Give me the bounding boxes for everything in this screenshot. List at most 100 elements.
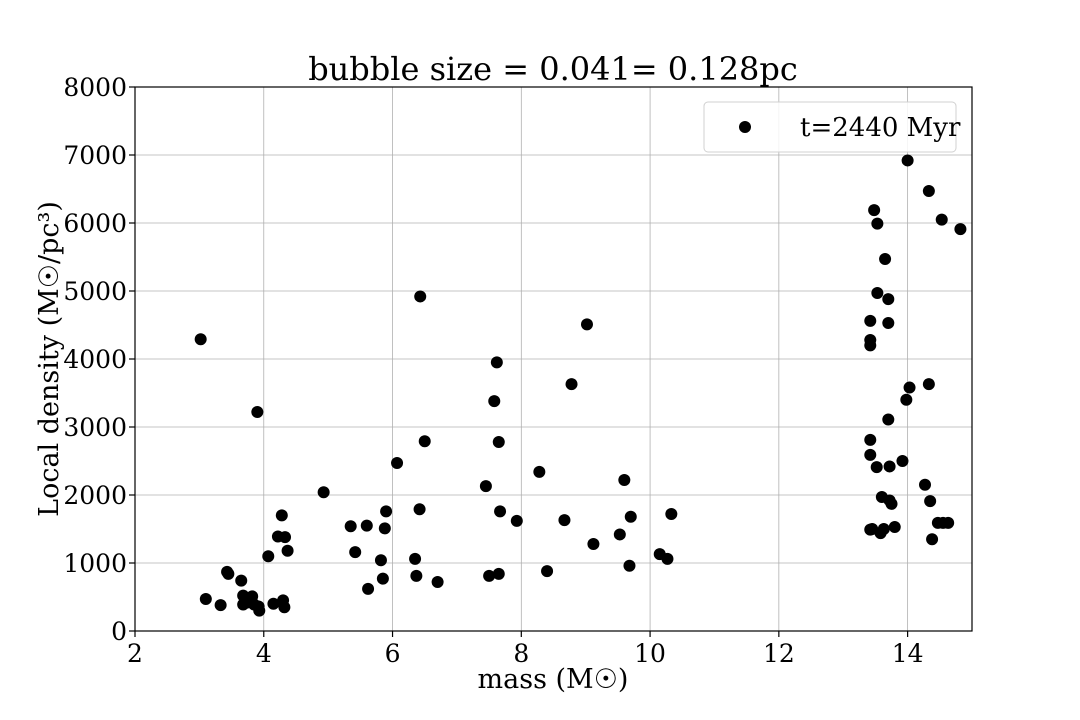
chart-title: bubble size = 0.041= 0.128pc xyxy=(308,50,798,88)
data-point xyxy=(565,378,578,391)
data-point xyxy=(942,516,955,529)
data-point xyxy=(871,287,884,300)
data-point xyxy=(624,510,637,523)
data-point xyxy=(479,480,492,493)
y-tick-label: 4000 xyxy=(63,345,127,374)
x-tick-label: 12 xyxy=(763,639,795,668)
data-point xyxy=(918,478,931,491)
data-point xyxy=(661,552,674,565)
data-point xyxy=(374,554,387,567)
data-point xyxy=(613,528,626,541)
data-point xyxy=(871,217,884,230)
x-tick-label: 6 xyxy=(385,639,401,668)
data-point xyxy=(492,435,505,448)
data-point xyxy=(380,505,393,518)
data-point xyxy=(882,316,895,329)
y-tick-label: 8000 xyxy=(63,73,127,102)
data-point xyxy=(618,474,631,487)
data-point xyxy=(262,550,275,563)
x-tick-label: 10 xyxy=(634,639,666,668)
y-tick-label: 0 xyxy=(111,617,127,646)
data-point xyxy=(580,318,593,331)
data-point xyxy=(864,339,877,352)
data-point xyxy=(488,395,501,408)
x-tick-label: 8 xyxy=(513,639,529,668)
data-point xyxy=(882,413,895,426)
data-point xyxy=(623,559,636,572)
y-tick-label: 3000 xyxy=(63,413,127,442)
data-point xyxy=(900,393,913,406)
data-point xyxy=(587,537,600,550)
y-tick-label: 5000 xyxy=(63,277,127,306)
data-point xyxy=(954,223,967,236)
data-point xyxy=(864,433,877,446)
data-point xyxy=(275,509,288,522)
data-point xyxy=(882,293,895,306)
data-point xyxy=(492,567,505,580)
data-points xyxy=(194,154,967,617)
data-point xyxy=(279,531,292,544)
y-tick-label: 2000 xyxy=(63,481,127,510)
data-point xyxy=(431,576,444,589)
data-point xyxy=(194,333,207,346)
data-point xyxy=(251,406,264,419)
data-point xyxy=(214,599,227,612)
data-point xyxy=(378,522,391,535)
legend-box xyxy=(703,101,957,153)
data-point xyxy=(278,601,291,614)
data-point xyxy=(362,582,375,595)
y-tick-label: 1000 xyxy=(63,549,127,578)
data-point xyxy=(935,213,948,226)
data-point xyxy=(281,544,294,557)
tick-labels: 2 4 6 8 10 12 14 0 1000 2000 3000 4000 5000 6000 7000 8… xyxy=(63,73,923,668)
data-point xyxy=(883,460,896,473)
data-point xyxy=(868,204,881,217)
data-point xyxy=(864,314,877,327)
data-point xyxy=(376,572,389,585)
data-point xyxy=(903,381,916,394)
data-point xyxy=(253,604,266,617)
x-axis-label: mass (M☉) xyxy=(478,664,629,695)
data-point xyxy=(235,574,248,587)
y-tick-label: 7000 xyxy=(63,141,127,170)
x-tick-label: 4 xyxy=(256,639,272,668)
data-point xyxy=(344,520,357,533)
x-tick-label: 14 xyxy=(892,639,924,668)
data-point xyxy=(199,593,212,606)
data-point xyxy=(877,523,890,535)
data-point xyxy=(349,546,362,559)
data-point xyxy=(317,486,330,499)
data-point xyxy=(558,514,571,527)
data-point xyxy=(222,567,235,580)
data-point xyxy=(879,253,892,266)
y-axis-label: Local density (M☉/pc³) xyxy=(34,201,65,517)
data-point xyxy=(885,497,898,510)
legend-marker xyxy=(739,121,751,133)
data-point xyxy=(391,457,404,470)
data-point xyxy=(483,569,496,582)
data-point xyxy=(410,569,423,582)
data-point xyxy=(896,455,909,467)
data-point xyxy=(490,356,503,369)
data-point xyxy=(418,435,431,448)
data-point xyxy=(267,597,280,610)
y-tick-label: 6000 xyxy=(63,209,127,238)
data-point xyxy=(924,495,937,508)
x-tick-label: 2 xyxy=(127,639,143,668)
data-point xyxy=(510,514,523,527)
legend-label: t=2440 Myr xyxy=(800,113,961,143)
data-point xyxy=(922,378,935,391)
data-point xyxy=(864,448,877,461)
data-point xyxy=(665,508,678,521)
data-point xyxy=(901,154,914,167)
data-point xyxy=(494,505,507,518)
data-point xyxy=(409,552,422,565)
legend: t=2440 Myr xyxy=(703,101,961,153)
data-point xyxy=(414,290,427,303)
data-point xyxy=(541,565,554,578)
data-point xyxy=(870,461,883,474)
axis-ticks xyxy=(129,86,909,637)
data-point xyxy=(360,519,373,532)
grid-lines xyxy=(134,86,972,632)
